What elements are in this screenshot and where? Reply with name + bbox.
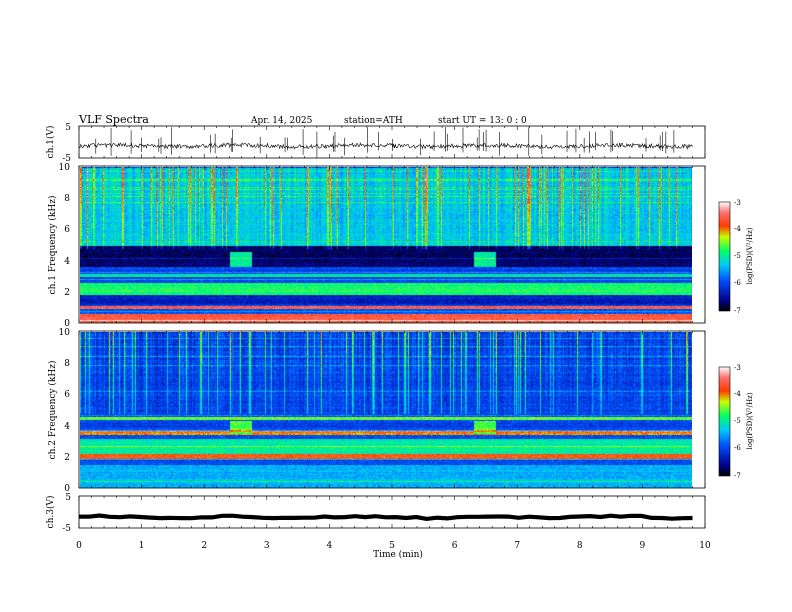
ch2-cbtick-6: -6 — [734, 444, 741, 452]
ch2-colorbar-label: log(PSD)(V²/Hz) — [746, 392, 754, 449]
x-tick-label-0: 0 — [76, 541, 82, 551]
x-axis-tick-labels: 0 1 2 3 4 5 6 7 8 9 10 — [76, 541, 711, 551]
x-tick-label-10: 10 — [699, 541, 711, 551]
x-tick-label-9: 9 — [640, 541, 646, 551]
ch1-cbtick-7: -7 — [734, 307, 741, 315]
ch2-spectrogram-holder — [80, 332, 692, 488]
ch2-cbtick-3: -3 — [734, 364, 741, 372]
ch2-spectrogram-panel: 0 2 4 6 8 10 ch.2 Frequency (kHz) — [47, 328, 706, 494]
ch2-ytick-8: 8 — [64, 359, 70, 369]
ch2-colorbar: -3 -4 -5 -6 -7 log(PSD)(V²/Hz) — [718, 364, 754, 480]
ch1-ytick-6: 6 — [64, 225, 70, 235]
ch2-ytick-0: 0 — [64, 484, 70, 494]
ch1-cbtick-4: -4 — [734, 225, 741, 233]
ch1-cbtick-3: -3 — [734, 199, 741, 207]
ch1-colorbar: -3 -4 -5 -6 -7 log(PSD)(V²/Hz) — [718, 199, 754, 315]
x-tick-label-6: 6 — [452, 541, 458, 551]
ch1-ytick-bottom: -5 — [62, 154, 71, 164]
x-tick-label-1: 1 — [139, 541, 145, 551]
x-tick-label-7: 7 — [514, 541, 520, 551]
start-ut-label: start UT = 13: 0 : 0 — [438, 116, 527, 126]
x-tick-label-3: 3 — [264, 541, 270, 551]
ch1-ytick-4: 4 — [64, 257, 70, 267]
x-tick-label-4: 4 — [327, 541, 333, 551]
ch1-spikes — [95, 127, 675, 156]
ch3-ytick-top: 5 — [65, 493, 71, 503]
ch2-ytick-4: 4 — [64, 422, 70, 432]
ch1-spectrogram-ticks — [78, 166, 706, 323]
ch2-spectrogram-ticks — [78, 331, 706, 488]
ch1-cbtick-6: -6 — [734, 279, 741, 287]
ch1-ytick-10: 10 — [59, 163, 71, 173]
ch1-ytick-0: 0 — [64, 319, 70, 329]
station-label: station=ATH — [344, 116, 403, 126]
ch1-spectrogram-holder — [80, 167, 692, 323]
ch2-spectrogram — [80, 332, 692, 488]
ch1-trace — [78, 142, 693, 150]
ch2-ytick-10: 10 — [59, 328, 71, 338]
ch1-ytick-top: 5 — [65, 123, 71, 133]
ch2-cbtick-5: -5 — [734, 417, 741, 425]
ch1-frame-ticks — [78, 126, 706, 158]
ch3-frame-ticks — [78, 496, 706, 528]
ch2-spectrogram-ylabel: ch.2 Frequency (kHz) — [47, 361, 58, 460]
ch1-spectrogram-ylabel: ch.1 Frequency (kHz) — [47, 196, 58, 295]
ch1-colorbar-label: log(PSD)(V²/Hz) — [746, 227, 754, 284]
ch3-ytick-bottom: -5 — [62, 524, 71, 534]
figure-title: VLF Spectra — [78, 113, 149, 126]
ch2-ytick-6: 6 — [64, 390, 70, 400]
ch1-cbtick-5: -5 — [734, 252, 741, 260]
ch3-panel: 5 -5 ch.3(V) — [45, 493, 706, 534]
ch1-ytick-8: 8 — [64, 194, 70, 204]
ch1-spectrogram-panel: 0 2 4 6 8 10 ch.1 Frequency (kHz) — [47, 163, 706, 329]
x-axis-label: Time (min) — [373, 549, 423, 560]
ch3-ylabel: ch.3(V) — [45, 496, 56, 529]
ch1-ylabel: ch.1(V) — [45, 126, 56, 159]
ch1-panel: 5 -5 ch.1(V) — [45, 123, 706, 164]
ch1-ytick-2: 2 — [64, 288, 70, 298]
date-label: Apr. 14, 2025 — [250, 116, 313, 126]
ch2-cbtick-7: -7 — [734, 472, 741, 480]
x-tick-label-5: 5 — [389, 541, 395, 551]
ch2-ytick-2: 2 — [64, 453, 70, 463]
ch2-cbtick-4: -4 — [734, 390, 741, 398]
ch3-trace — [78, 513, 693, 522]
ch1-spectrogram — [80, 167, 692, 323]
x-tick-label-8: 8 — [577, 541, 583, 551]
x-tick-label-2: 2 — [201, 541, 207, 551]
